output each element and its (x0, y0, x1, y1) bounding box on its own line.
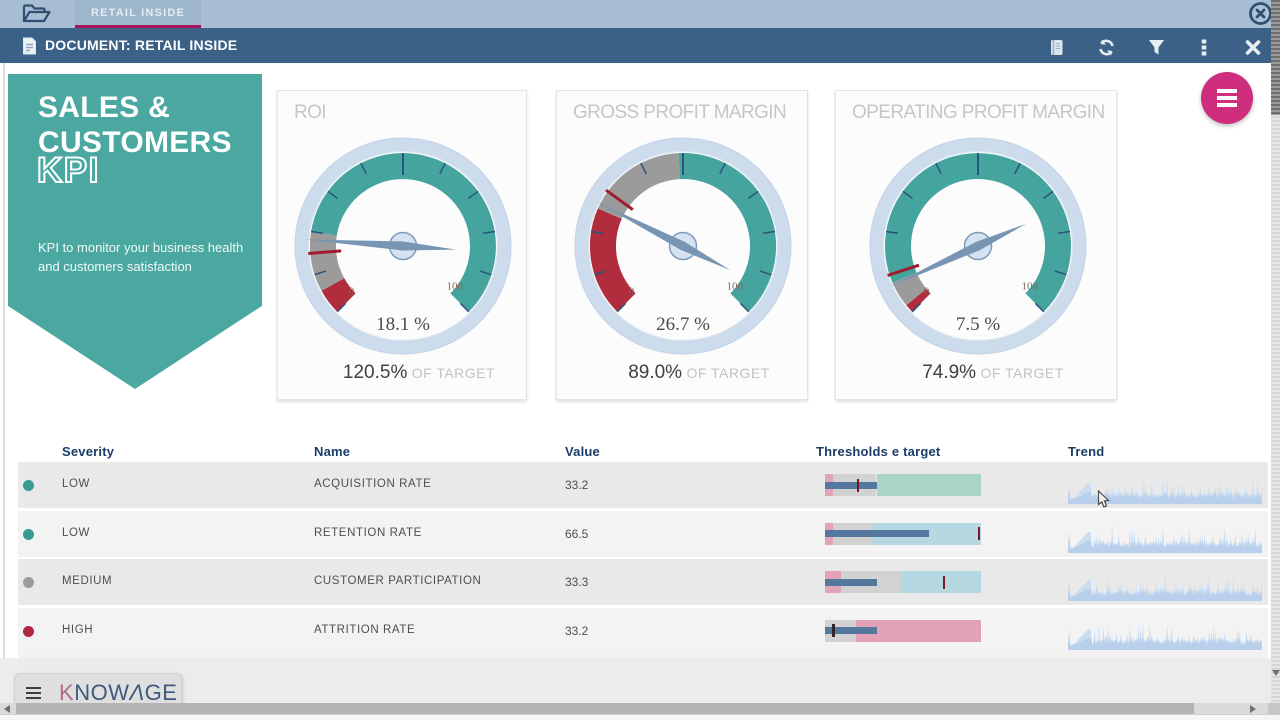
svg-text:100: 100 (1022, 280, 1039, 292)
svg-text:0: 0 (924, 286, 930, 298)
svg-text:26.7 %: 26.7 % (656, 314, 710, 335)
svg-text:100: 100 (447, 280, 464, 292)
svg-text:0: 0 (629, 286, 635, 298)
svg-text:7.5 %: 7.5 % (956, 314, 1001, 335)
svg-text:18.1 %: 18.1 % (376, 314, 430, 335)
svg-text:0: 0 (349, 286, 355, 298)
svg-text:100: 100 (727, 280, 744, 292)
